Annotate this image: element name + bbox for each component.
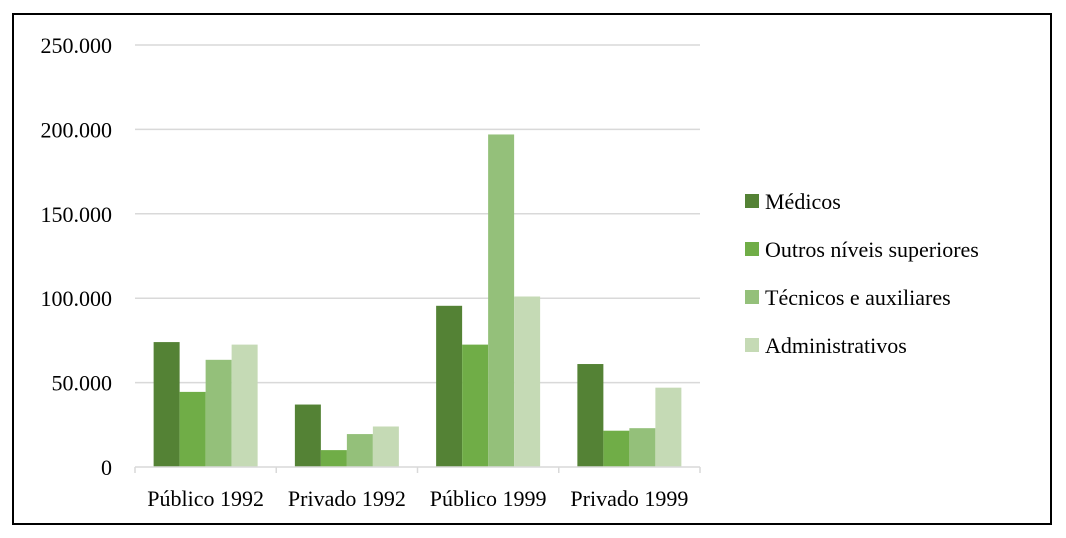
bar: [603, 430, 630, 467]
y-tick-label: 150.000: [41, 202, 113, 227]
x-tick-label: Privado 1992: [288, 486, 406, 511]
legend-swatch: [745, 242, 759, 256]
gridlines: [135, 44, 700, 384]
bar: [577, 364, 604, 467]
legend-label: Administrativos: [765, 333, 907, 358]
x-axis-ticks: Público 1992 Privado 1992 Público 1999 Priv…: [147, 486, 688, 511]
x-tick-label: Privado 1999: [570, 486, 688, 511]
y-tick-label: 200.000: [41, 117, 113, 142]
x-tick-label: Público 1999: [430, 486, 547, 511]
legend-label: Outros níveis superiores: [765, 237, 979, 262]
bar: [346, 434, 373, 467]
bar: [462, 344, 489, 467]
bar: [179, 391, 206, 467]
bar: [655, 387, 682, 467]
bar: [231, 344, 258, 467]
bars: [153, 134, 682, 468]
y-tick-label: 0: [101, 455, 112, 480]
y-tick-label: 250.000: [41, 33, 113, 58]
legend-label: Técnicos e auxiliares: [765, 285, 951, 310]
bar: [629, 428, 656, 467]
bar: [294, 404, 321, 467]
legend-swatch: [745, 338, 759, 352]
x-tick-label: Público 1992: [147, 486, 264, 511]
y-axis-ticks: 0 50.000 100.000 150.000 200.000 250.000: [41, 33, 113, 480]
y-tick-label: 100.000: [41, 286, 113, 311]
bar: [153, 342, 180, 467]
legend-swatch: [745, 194, 759, 208]
bar: [372, 426, 399, 467]
legend-label: Médicos: [765, 189, 841, 214]
bar: [205, 359, 232, 467]
bar: [436, 305, 463, 467]
axes: [134, 466, 701, 473]
legend-swatch: [745, 290, 759, 304]
bar: [514, 296, 541, 467]
bar: [488, 134, 515, 468]
bar: [320, 450, 347, 467]
legend: Médicos Outros níveis superiores Técnicos …: [745, 189, 979, 358]
y-tick-label: 50.000: [52, 371, 113, 396]
